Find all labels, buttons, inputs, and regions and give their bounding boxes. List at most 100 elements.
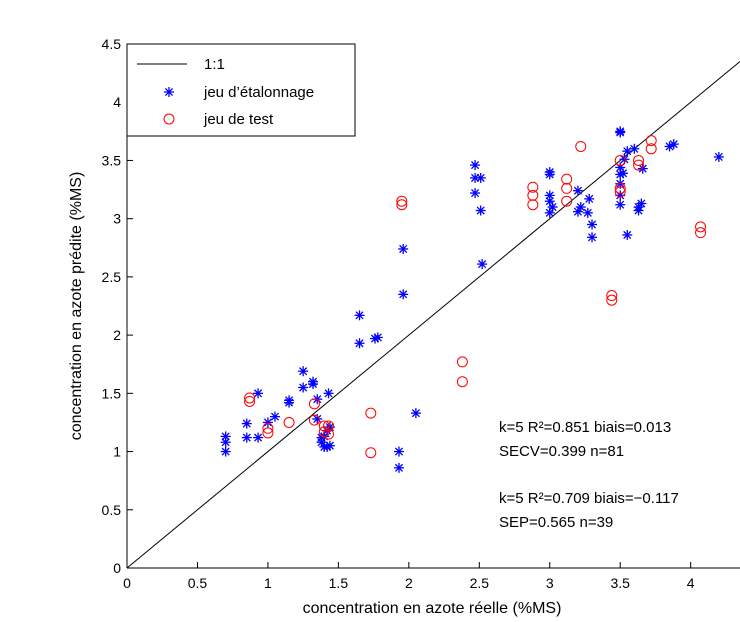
calibration-point [324,440,335,451]
test-point [323,428,335,440]
calibration-point [398,289,409,300]
x-tick-label: 1.5 [329,575,349,591]
calibration-point [575,202,586,213]
test-point [645,143,657,155]
calibration-point [629,143,640,154]
y-tick-label: 1.5 [102,385,122,401]
calibration-point [584,193,595,204]
calibration-point [668,139,679,150]
test-point [561,195,573,207]
calibration-point [398,243,409,254]
calibration-point [393,446,404,457]
legend-label-reference-line: 1:1 [204,56,225,73]
calibration-point [572,185,583,196]
test-point [695,227,707,239]
x-tick-label: 2.5 [470,575,490,591]
y-tick-label: 2 [113,327,121,343]
test-point [308,414,320,426]
calibration-point [475,172,486,183]
test-point [633,154,645,166]
test-point [575,140,587,152]
annotation-calibration-error: SECV=0.399 n=81 [499,443,624,460]
test-point [645,135,657,147]
y-tick-label: 4.5 [102,36,122,52]
test-point [614,182,626,194]
legend-marker-test [163,113,175,125]
calibration-point [241,432,252,443]
calibration-point [220,446,231,457]
test-point [396,195,408,207]
test-point [561,182,573,194]
calibration-point [308,376,319,387]
test-point [365,447,377,459]
calibration-point [262,417,273,428]
legend-label-calibration: jeu d’étalonnage [203,84,314,101]
calibration-point [618,168,629,179]
calibration-point [587,219,598,230]
test-point [456,356,468,368]
annotation-test-error: SEP=0.565 n=39 [499,514,613,531]
calibration-point [298,366,309,377]
x-tick-label: 0.5 [188,575,208,591]
x-tick-label: 3.5 [610,575,630,591]
calibration-point [587,232,598,243]
test-point [561,173,573,185]
calibration-point [298,382,309,393]
calibration-point [354,310,365,321]
test-point [633,159,645,171]
y-tick-label: 2.5 [102,269,122,285]
x-tick-label: 3 [546,575,554,591]
calibration-point [253,388,264,399]
y-tick-label: 4 [113,94,121,110]
calibration-point [220,431,231,442]
calibration-point [636,198,647,209]
annotation-calibration-stats: k=5 R²=0.851 biais=0.013 [499,419,671,436]
legend-marker-calibration [164,87,174,97]
x-axis-label: concentration en azote réelle (%MS) [303,600,562,617]
calibration-point [547,202,558,213]
y-tick-label: 0.5 [102,502,122,518]
calibration-point [269,411,280,422]
test-point [308,398,320,410]
calibration-point [713,151,724,162]
x-tick-label: 4 [687,575,695,591]
plot-marks [126,61,740,569]
legend-asterisk [164,87,174,97]
calibration-point [323,388,334,399]
test-point [323,420,335,432]
test-point [527,181,539,193]
test-point [527,199,539,211]
test-point [456,376,468,388]
calibration-point [477,259,488,270]
test-point [365,407,377,419]
y-tick-label: 3 [113,211,121,227]
calibration-point [372,332,383,343]
x-tick-label: 0 [123,575,131,591]
calibration-point [615,126,626,137]
calibration-point [393,462,404,473]
calibration-point [253,432,264,443]
calibration-point [544,167,555,178]
legend: 1:1 jeu d’étalonnage jeu de test [126,43,356,137]
test-point [614,154,626,166]
calibration-point [354,338,365,349]
test-point [262,427,274,439]
calibration-point [622,229,633,240]
test-point [606,294,618,306]
test-point [396,199,408,211]
annotation-test-stats: k=5 R²=0.709 biais=−0.117 [499,490,679,507]
calibration-point [544,190,555,201]
test-point [527,189,539,201]
calibration-point [582,207,593,218]
legend-label-test: jeu de test [203,111,274,128]
y-axis-label: concentration en azote prédite (%MS) [68,172,85,441]
legend-box [126,43,356,137]
y-tick-label: 1 [113,444,121,460]
calibration-point [410,408,421,419]
calibration-point [470,188,481,199]
test-point [244,395,256,407]
calibration-point [241,418,252,429]
test-point [606,290,618,302]
calibration-point [622,146,633,157]
